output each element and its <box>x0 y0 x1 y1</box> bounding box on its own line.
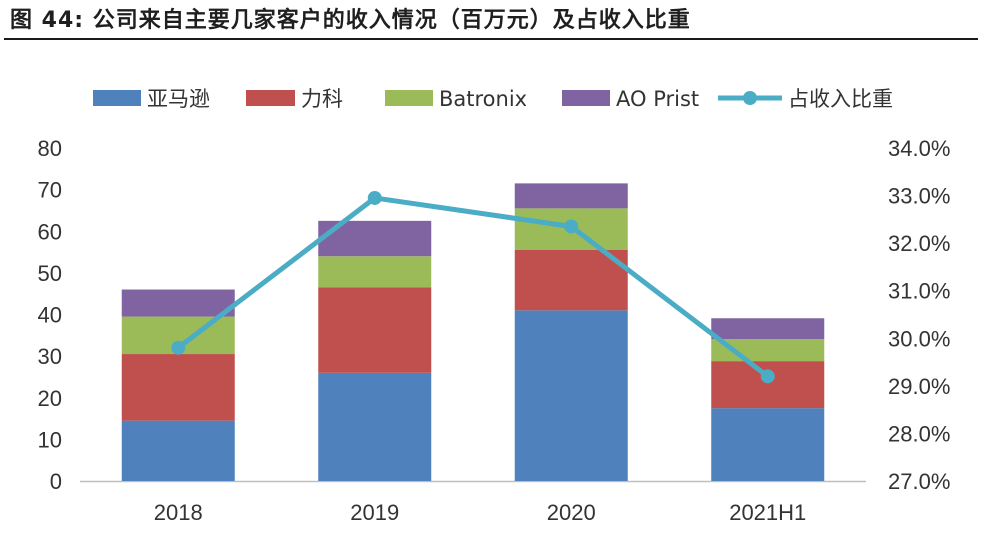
bar-segment <box>711 361 825 409</box>
legend-label: 占收入比重 <box>788 87 893 111</box>
y-left-tick-label: 40 <box>38 303 62 328</box>
legend-label: 力科 <box>301 87 343 111</box>
x-tick-label: 2019 <box>350 500 399 525</box>
y-left-tick-label: 80 <box>38 136 62 161</box>
x-tick-label: 2020 <box>547 500 596 525</box>
bar-segment <box>711 339 825 362</box>
title-divider <box>4 38 978 40</box>
bar-segment <box>711 408 825 481</box>
y-right-tick-label: 30.0% <box>888 326 950 351</box>
legend: 亚马逊 力科 Batronix AO Prist 占收入比重 <box>93 87 893 111</box>
y-left-tick-label: 30 <box>38 344 62 369</box>
legend-swatch <box>246 90 295 106</box>
y-left-tick-label: 20 <box>38 386 62 411</box>
bar-segment <box>318 287 432 373</box>
ratio-line-point <box>171 340 186 355</box>
bar-segment <box>514 249 628 311</box>
ratio-line-point <box>760 369 775 384</box>
bar-segment <box>318 372 432 481</box>
y-right-tick-label: 27.0% <box>888 469 950 494</box>
legend-swatch <box>385 90 433 106</box>
y-left-tick-label: 70 <box>38 178 62 203</box>
y-left-tick-label: 0 <box>50 469 62 494</box>
ratio-line-path <box>176 195 770 379</box>
axes: 0 10 20 30 40 50 60 70 80 27.0% 28.0% 29.0% 30.0% 31.… <box>38 136 951 525</box>
bars <box>121 183 825 481</box>
y-right-tick-label: 33.0% <box>888 184 950 209</box>
y-left-tick-label: 10 <box>38 427 62 452</box>
legend-label: Batronix <box>439 87 527 111</box>
legend-label: 亚马逊 <box>147 87 210 111</box>
legend-swatch <box>562 90 610 106</box>
figure-title: 图 44: 公司来自主要几家客户的收入情况（百万元）及占收入比重 <box>10 8 691 33</box>
bar-segment <box>121 354 235 421</box>
y-right-tick-label: 28.0% <box>888 421 950 446</box>
ratio-line-point <box>564 219 579 234</box>
bar-segment <box>318 256 432 288</box>
bar-segment <box>121 420 235 481</box>
ratio-line <box>171 190 775 384</box>
bar-segment <box>514 310 628 481</box>
ratio-line-point <box>367 190 382 205</box>
x-tick-label: 2021H1 <box>729 500 806 525</box>
y-right-tick-label: 32.0% <box>888 231 950 256</box>
y-left-tick-label: 50 <box>38 261 62 286</box>
bar-segment <box>514 183 628 209</box>
y-left-tick-label: 60 <box>38 219 62 244</box>
y-right-tick-label: 34.0% <box>888 136 950 161</box>
bar-segment <box>711 318 825 340</box>
bar-segment <box>121 289 235 317</box>
y-right-tick-label: 29.0% <box>888 374 950 399</box>
legend-line-marker <box>743 91 757 105</box>
legend-label: AO Prist <box>616 87 699 111</box>
legend-swatch <box>93 90 141 106</box>
x-tick-label: 2018 <box>154 500 203 525</box>
y-right-tick-label: 31.0% <box>888 279 950 304</box>
